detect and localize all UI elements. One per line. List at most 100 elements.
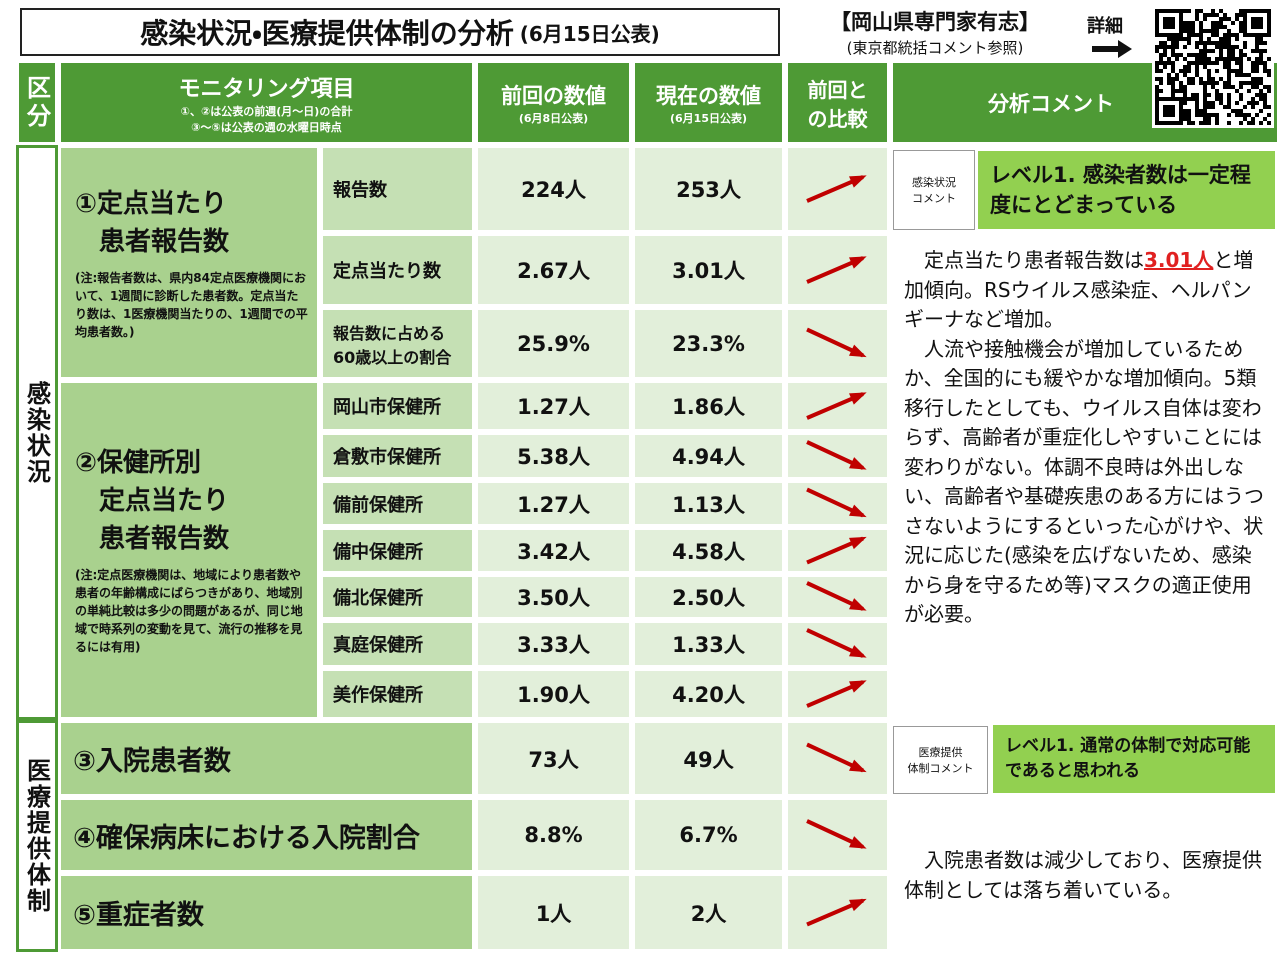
header-item-note: ③～⑤は公表の週の水曜日時点 <box>191 120 342 134</box>
row-item: 倉敷市保健所 <box>320 432 475 480</box>
row-item-text: 備北保健所 <box>333 588 423 609</box>
current-value: 49人 <box>632 720 785 797</box>
previous-value: 224人 <box>475 145 632 233</box>
row-item-text: 岡山市保健所 <box>333 397 441 418</box>
trend-arrow <box>806 680 867 708</box>
row-item: 岡山市保健所 <box>320 380 475 432</box>
current-value: 3.01人 <box>632 233 785 307</box>
row-item: 報告数に占める 60歳以上の割合 <box>320 307 475 380</box>
row-item-text: 60歳以上の割合 <box>333 347 452 367</box>
row-item: 備北保健所 <box>320 574 475 620</box>
header-compare: 前回と の比較 <box>785 60 890 145</box>
header-current: 現在の数値 (6月15日公表) <box>632 60 785 145</box>
trend-arrow <box>806 175 867 203</box>
previous-value-text: 3.42人 <box>517 539 590 564</box>
previous-value-text: 1.27人 <box>517 395 590 419</box>
row-item-text: 備中保健所 <box>333 541 423 563</box>
header-compare-text: 前回と <box>807 77 868 102</box>
previous-value-text: 73人 <box>528 747 579 772</box>
medical-item: ③入院患者数 <box>58 720 475 797</box>
comment-body: 入院患者数は減少しており、医療提供体制としては落ち着いている。 <box>893 797 1278 952</box>
medical-item: ④確保病床における入院割合 <box>58 797 475 873</box>
previous-value: 73人 <box>475 720 632 797</box>
row-item-text: 美作保健所 <box>333 685 423 706</box>
current-value-text: 23.3% <box>672 331 745 356</box>
comment-paragraph: 定点当たり患者報告数は3.01人と増加傾向。RSウイルス感染症、ヘルパンギーナな… <box>904 246 1267 335</box>
current-value-text: 1.33人 <box>672 633 745 657</box>
medical-item-text: ④確保病床における入院割合 <box>73 822 420 854</box>
row-item-text: 倉敷市保健所 <box>333 447 441 468</box>
previous-value: 3.33人 <box>475 620 632 668</box>
previous-value: 1人 <box>475 873 632 952</box>
current-value-text: 4.94人 <box>672 445 745 469</box>
header-item: モニタリング項目 ①、②は公表の前週(月～日)の合計 ③～⑤は公表の週の水曜日時点 <box>58 60 475 145</box>
group-title: ①定点当たり <box>75 188 228 219</box>
previous-value-text: 1人 <box>535 901 572 926</box>
comment-tag-text: 体制コメント <box>907 762 974 775</box>
detail-label: 詳細 <box>1087 16 1123 37</box>
org: 【岡山県専門家有志】 <box>830 10 1040 34</box>
trend-arrow <box>806 487 867 518</box>
comment-level-text: レベル1. 感染者数は一定程度にとどまっている <box>990 163 1251 217</box>
comment-tag-text: 医療提供 <box>918 746 963 759</box>
current-value-text: 1.86人 <box>672 395 745 419</box>
header-previous-text: 前回の数値 <box>501 83 606 108</box>
comment-tag: 感染状況 コメント <box>893 150 975 230</box>
group-title: 定点当たり <box>99 486 230 516</box>
trend-arrow <box>806 440 867 470</box>
row-item-text: 定点当たり数 <box>333 261 441 282</box>
previous-value-text: 1.90人 <box>517 683 590 707</box>
group-title: ②保健所別 <box>75 448 202 478</box>
title: 感染状況・医療提供体制の分析 <box>140 17 514 50</box>
trend-arrow <box>806 628 867 658</box>
previous-value: 2.67人 <box>475 233 632 307</box>
current-value-text: 253人 <box>676 178 741 202</box>
previous-value-text: 5.38人 <box>517 445 590 469</box>
trend-arrow <box>806 898 867 927</box>
group-note: (注:報告者数は、県内84定点医療機関において、1週間に診断した患者数。定点当た… <box>75 270 308 339</box>
comment-tag-text: コメント <box>912 192 956 205</box>
current-value: 1.86人 <box>632 380 785 432</box>
header-compare-text: の比較 <box>807 106 868 131</box>
qr-code[interactable] <box>1152 6 1274 128</box>
header-item-note: ①、②は公表の前週(月～日)の合計 <box>180 104 353 118</box>
previous-value-text: 25.9% <box>517 331 590 356</box>
group-title: 患者報告数 <box>99 524 230 554</box>
section-label: 医療提供体制 <box>16 720 58 952</box>
comment-paragraph: 入院患者数は減少しており、医療提供体制としては落ち着いている。 <box>904 847 1262 902</box>
header-current-text: 現在の数値 <box>656 83 761 108</box>
compare-cell <box>785 233 890 307</box>
previous-value-text: 3.50人 <box>517 586 590 610</box>
current-value-text: 4.58人 <box>672 539 745 564</box>
trend-arrow <box>806 256 867 284</box>
row-item-text: 報告数 <box>333 180 387 201</box>
header-comment-text: 分析コメント <box>988 91 1114 116</box>
row-item: 定点当たり数 <box>320 233 475 307</box>
header-previous: 前回の数値 (6月8日公表) <box>475 60 632 145</box>
medical-item-text: ⑤重症者数 <box>73 900 204 931</box>
comment-body: 定点当たり患者報告数は3.01人と増加傾向。RSウイルス感染症、ヘルパンギーナな… <box>893 233 1278 720</box>
row-item-text: 報告数に占める <box>333 323 446 343</box>
compare-cell <box>785 620 890 668</box>
group-item: ②保健所別 定点当たり 患者報告数 (注:定点医療機関は、地域により患者数や患者の年齢… <box>58 380 320 720</box>
trend-arrow <box>806 819 867 849</box>
previous-value: 3.42人 <box>475 527 632 574</box>
previous-value-text: 8.8% <box>524 823 583 847</box>
previous-value-text: 224人 <box>521 178 586 202</box>
previous-value: 1.27人 <box>475 380 632 432</box>
row-item: 備中保健所 <box>320 527 475 574</box>
comment-level: レベル1. 感染者数は一定程度にとどまっている <box>975 148 1278 232</box>
current-value-text: 3.01人 <box>672 259 745 283</box>
row-item: 真庭保健所 <box>320 620 475 668</box>
group-item: ①定点当たり 患者報告数 (注:報告者数は、県内84定点医療機関において、1週間に診… <box>58 145 320 380</box>
comment-tag: 医療提供体制コメント <box>893 726 988 794</box>
comment-paragraph: 人流や接触機会が増加しているためか、全国的にも緩やかな増加傾向。5類移行したとし… <box>904 336 1264 627</box>
previous-value: 3.50人 <box>475 574 632 620</box>
current-value: 253人 <box>632 145 785 233</box>
header-category-text: 区分 <box>22 74 51 131</box>
previous-value-text: 2.67人 <box>517 259 590 283</box>
previous-value-text: 3.33人 <box>517 633 590 657</box>
current-value: 2人 <box>632 873 785 952</box>
comment-highlight: 3.01人 <box>1144 248 1214 272</box>
